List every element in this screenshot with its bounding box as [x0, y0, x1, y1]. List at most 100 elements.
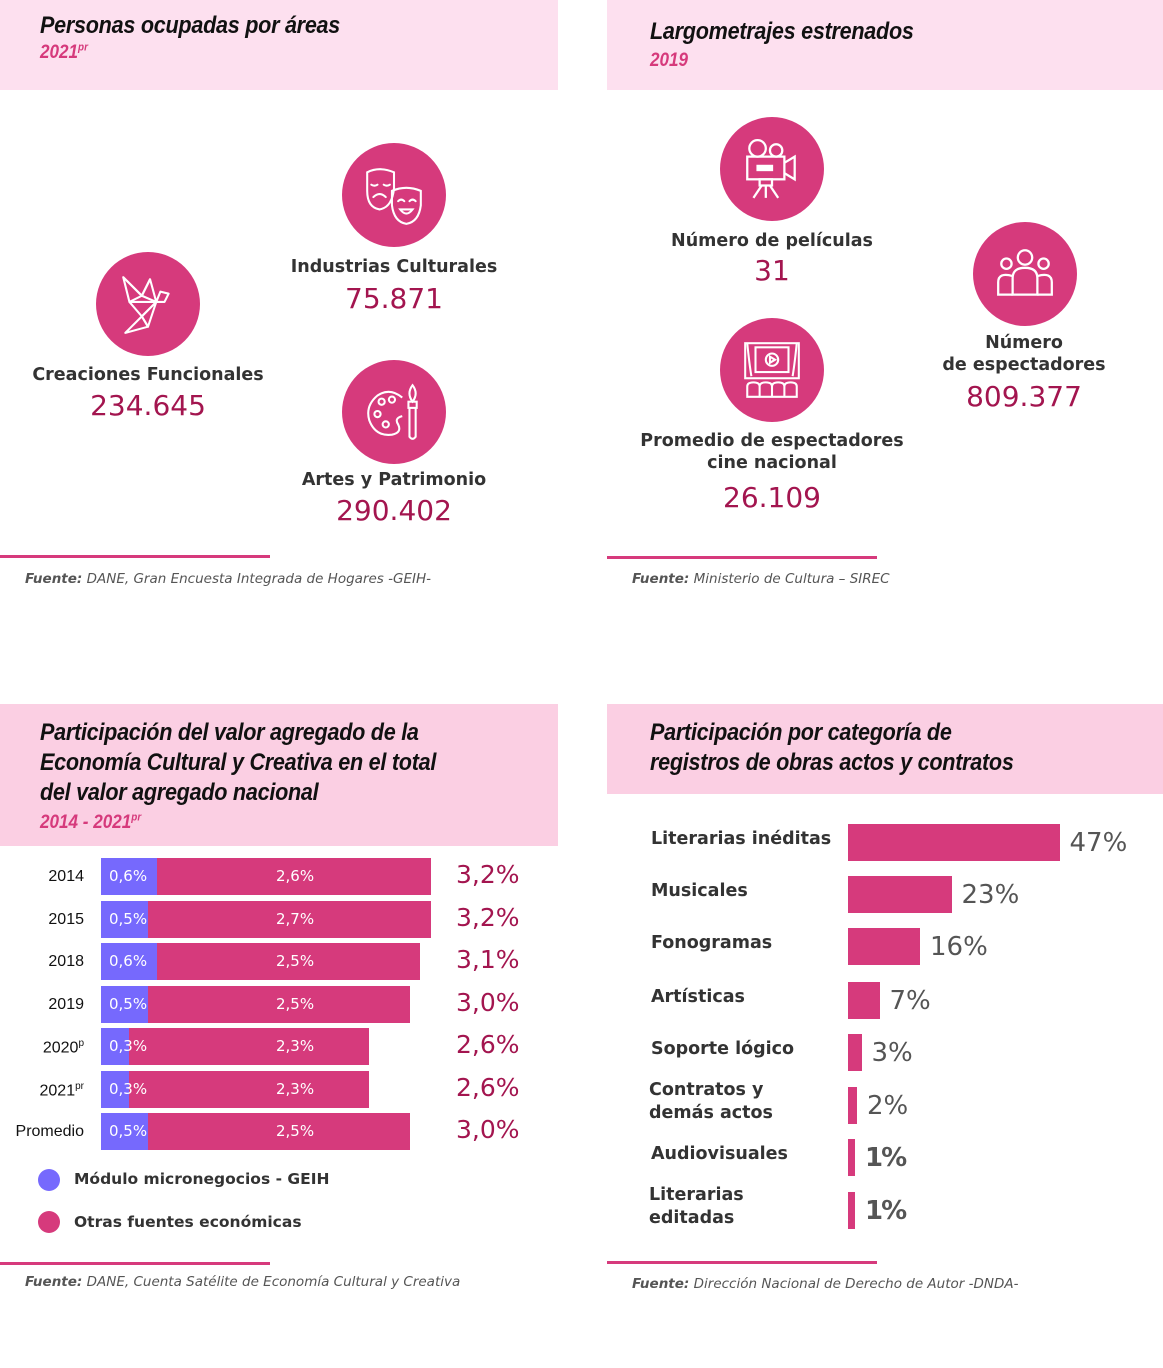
bar-segment-micronegocios [101, 1070, 129, 1108]
row-label-2019: 2019 [48, 995, 84, 1013]
category-label-line: Literarias inéditas [651, 829, 832, 849]
ocupados-title: Personas ocupadas por áreas [40, 12, 341, 39]
category-label-line: Literarias [649, 1185, 744, 1205]
category-label: Fonogramas [651, 932, 772, 955]
bar-segment-otras-fuentes [147, 900, 431, 938]
bar-total-label: 3,2% [456, 902, 520, 932]
source-text: Ministerio de Cultura – SIREC [693, 571, 890, 587]
creaciones-label: Creaciones Funcionales [32, 365, 264, 385]
category-label-line: Contratos y [649, 1080, 764, 1100]
category-label: Musicales [651, 880, 748, 903]
legend-dot-otras-fuentes [38, 1211, 60, 1233]
bar-value-label: 2% [867, 1091, 909, 1121]
valor-source: Fuente: DANE, Cuenta Satélite de Economí… [25, 1274, 460, 1290]
bar-label-otras-fuentes: 2,5% [276, 994, 315, 1013]
ocupados-header: Personas ocupadas por áreas 2021pr [0, 0, 558, 90]
bar-label-micronegocios: 0,5% [109, 909, 148, 928]
industrias-circle [342, 143, 446, 247]
bar-label-otras-fuentes: 2,3% [276, 1037, 315, 1055]
bar-value-label: 47% [1069, 828, 1128, 858]
bar-segment-micronegocios [101, 1113, 148, 1150]
largometrajes-divider [607, 556, 877, 559]
row-label-2014: 2014 [48, 868, 84, 885]
registros-title: Participación por categoría de registros … [650, 718, 1014, 778]
origami-bird-icon [122, 276, 170, 334]
row-label-promedio: Promedio [15, 1123, 84, 1140]
category-label: Soporte lógico [651, 1038, 794, 1061]
bar-segment-otras-fuentes [147, 1113, 410, 1150]
registros-title-line1: Participación por categoría de [650, 719, 952, 746]
promedio-label-line2: cine nacional [707, 453, 837, 473]
promedio-label: Promedio de espectadores cine nacional [622, 430, 922, 474]
category-label-line: Artísticas [651, 987, 745, 1007]
promedio-circle [720, 318, 824, 422]
valor-years-sup: pr [131, 811, 142, 824]
espectadores-circle [973, 222, 1077, 326]
legend-dot-micronegocios [38, 1169, 60, 1191]
category-label-line: editadas [649, 1208, 735, 1228]
row-label-2018: 2018 [48, 953, 84, 970]
bar-segment-micronegocios [101, 858, 157, 895]
ocupados-year: 2021 [40, 42, 79, 63]
category-label-line: Fonogramas [651, 933, 773, 953]
espectadores-label: Número de espectadores [904, 332, 1144, 376]
promedio-label-line1: Promedio de espectadores [640, 431, 904, 451]
bar-label-micronegocios: 0,6% [109, 952, 148, 970]
valor-header: Participación del valor agregado de la Ec… [0, 704, 558, 846]
espectadores-label-line2: de espectadores [942, 355, 1106, 375]
industrias-label: Industrias Culturales [290, 257, 498, 277]
stacked-bar-chart: 2014 0,6% 2,6% 3,2% 2015 0,5% 2,7% 3,2% 2018 0,6%… [0, 858, 560, 1158]
audience-group-icon [997, 249, 1053, 296]
bar-segment-micronegocios [101, 943, 157, 980]
category-label: Literarias editadas [649, 1184, 744, 1230]
category-label-line: Audiovisuales [651, 1144, 788, 1164]
bar-total-label: 2,6% [456, 1030, 520, 1059]
largometrajes-header: Largometrajes estrenados 2019 [607, 0, 1163, 90]
valor-title-line2: Economía Cultural y Creativa en el total [40, 749, 437, 776]
bar [848, 1192, 855, 1229]
source-label: Fuente: [632, 1276, 690, 1292]
industrias-value: 75.871 [345, 282, 443, 315]
theater-masks-icon [366, 168, 422, 225]
category-label: Contratos y demás actos [649, 1079, 773, 1125]
bar-value-label: 1% [865, 1196, 907, 1226]
bar [848, 1087, 857, 1124]
legend-label-micronegocios: Módulo micronegocios - GEIH [74, 1170, 330, 1188]
registros-header: Participación por categoría de registros … [607, 704, 1163, 794]
peliculas-value: 31 [754, 254, 790, 287]
bar-label-micronegocios: 0,5% [109, 994, 148, 1013]
registros-title-line2: registros de obras actos y contratos [650, 749, 1014, 776]
bar-segment-otras-fuentes [147, 985, 410, 1023]
ocupados-source: Fuente: DANE, Gran Encuesta Integrada de… [25, 571, 431, 587]
source-label: Fuente: [632, 571, 690, 587]
bar-value-label: 23% [961, 880, 1020, 910]
category-label: Artísticas [651, 986, 745, 1009]
bar-total-label: 3,0% [456, 987, 520, 1017]
bar-value-label: 16% [930, 932, 988, 962]
creaciones-circle [96, 252, 200, 356]
row-label-2015: 2015 [48, 910, 84, 928]
largometrajes-title: Largometrajes estrenados [650, 18, 914, 45]
category-label-line: demás actos [649, 1103, 773, 1123]
movie-camera-icon [746, 138, 796, 199]
peliculas-label: Número de películas [671, 231, 873, 251]
source-text: Dirección Nacional de Derecho de Autor -… [693, 1276, 1019, 1292]
bar-value-label: 3% [871, 1038, 913, 1068]
category-label-line: Musicales [651, 881, 748, 901]
category-label-line: Soporte lógico [651, 1039, 795, 1059]
bar-segment-micronegocios [101, 985, 148, 1023]
bar-label-micronegocios: 0,5% [109, 1122, 148, 1140]
source-label: Fuente: [25, 571, 83, 587]
source-label: Fuente: [25, 1274, 83, 1290]
bar-label-otras-fuentes: 2,5% [276, 1122, 315, 1140]
valor-title-line3: del valor agregado nacional [40, 779, 319, 806]
paint-palette-icon [367, 383, 418, 440]
valor-years: 2014 - 2021 [40, 812, 132, 833]
artes-value: 290.402 [336, 494, 452, 527]
bar-value-label: 7% [889, 986, 931, 1016]
bar-label-micronegocios: 0,3% [109, 1037, 148, 1055]
bar-label-micronegocios: 0,6% [109, 867, 148, 885]
ocupados-subtitle: 2021pr [40, 42, 88, 64]
registros-source: Fuente: Dirección Nacional de Derecho de… [632, 1276, 1018, 1292]
bar [848, 824, 1060, 861]
